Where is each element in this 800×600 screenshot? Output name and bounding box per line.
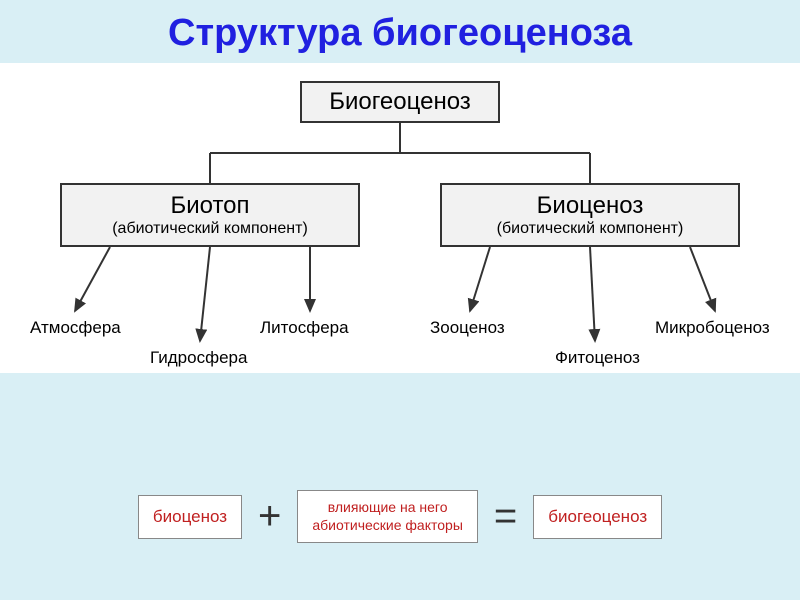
- right-leaf-2: Микробоценоз: [655, 318, 770, 338]
- root-box: Биогеоценоз: [300, 81, 500, 123]
- formula-box-abiotic-factors: влияющие на него абиотические факторы: [297, 490, 478, 543]
- formula-box-biogeocoenosis: биогеоценоз: [533, 495, 662, 539]
- left-branch-subtitle: (абиотический компонент): [112, 220, 308, 238]
- formula-box2-line2: абиотические факторы: [312, 517, 463, 535]
- right-branch-subtitle: (биотический компонент): [497, 220, 684, 238]
- right-leaf-1: Фитоценоз: [555, 348, 640, 368]
- left-leaf-2: Литосфера: [260, 318, 349, 338]
- left-leaf-1: Гидросфера: [150, 348, 247, 368]
- formula-box2-line1: влияющие на него: [312, 499, 463, 517]
- left-leaf-0: Атмосфера: [30, 318, 121, 338]
- root-label: Биогеоценоз: [329, 88, 471, 116]
- right-leaf-0: Зооценоз: [430, 318, 505, 338]
- diagram-area: Биогеоценоз Биотоп (абиотический компонен…: [0, 63, 800, 373]
- formula-row: биоценоз + влияющие на него абиотические…: [0, 490, 800, 543]
- equals-operator: =: [494, 494, 517, 539]
- right-branch-title: Биоценоз: [537, 192, 644, 220]
- plus-operator: +: [258, 494, 281, 539]
- left-branch-title: Биотоп: [170, 192, 249, 220]
- formula-box-biocoenosis: биоценоз: [138, 495, 242, 539]
- left-branch-box: Биотоп (абиотический компонент): [60, 183, 360, 247]
- page-title: Структура биогеоценоза: [0, 0, 800, 63]
- right-branch-box: Биоценоз (биотический компонент): [440, 183, 740, 247]
